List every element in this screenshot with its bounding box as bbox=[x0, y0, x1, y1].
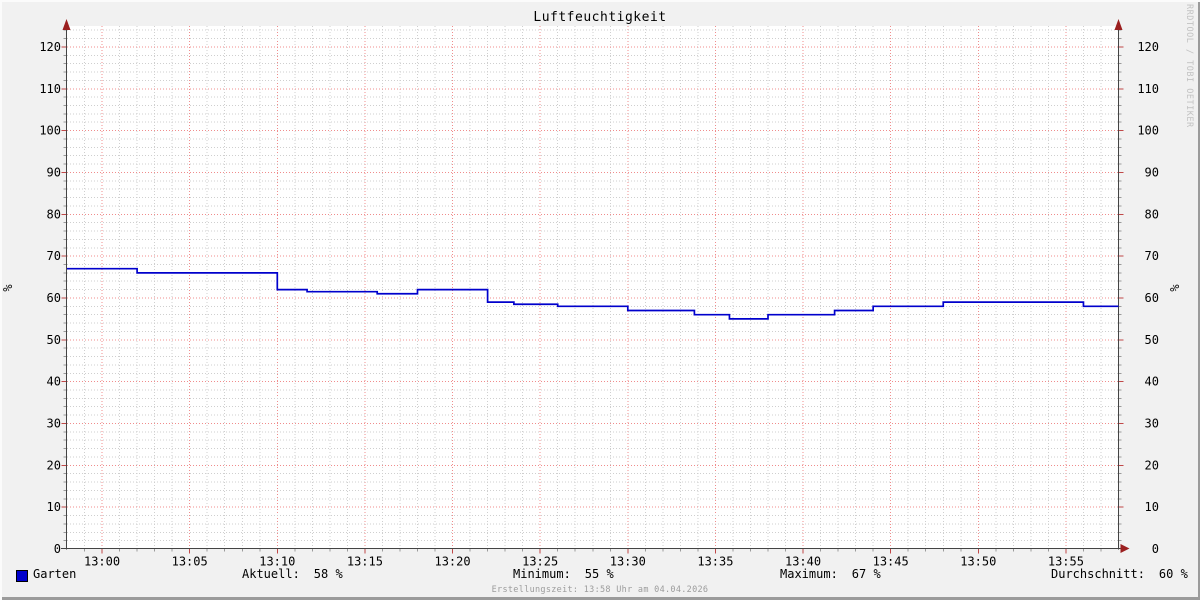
y-tick-label-left: 110 bbox=[39, 82, 61, 96]
y-axis-label-left: % bbox=[1, 284, 15, 292]
stat-durchschnitt-value: 60 % bbox=[1158, 567, 1188, 581]
series-line-garten bbox=[67, 267, 1119, 320]
y-tick-label-right: 0 bbox=[1152, 542, 1159, 556]
stat-durchschnitt-label: Durchschnitt: bbox=[1051, 567, 1145, 581]
stat-durchschnitt: Durchschnitt: 60 % bbox=[1051, 567, 1188, 581]
x-tick-label: 13:10 bbox=[259, 555, 295, 569]
y-tick-label-right: 60 bbox=[1145, 291, 1159, 305]
stat-maximum-label: Maximum: bbox=[780, 567, 838, 581]
y-tick-label-left: 10 bbox=[47, 500, 61, 514]
y-tick-label-left: 90 bbox=[47, 165, 61, 179]
x-tick-label: 13:35 bbox=[697, 555, 733, 569]
y-tick-label-right: 80 bbox=[1145, 207, 1159, 221]
stat-aktuell-value: 58 % bbox=[313, 567, 343, 581]
x-tick-label: 13:55 bbox=[1048, 555, 1084, 569]
y-tick-label-right: 30 bbox=[1145, 416, 1159, 430]
y-tick-label-left: 50 bbox=[47, 333, 61, 347]
y-tick-label-right: 70 bbox=[1145, 249, 1159, 263]
stat-aktuell-label: Aktuell: bbox=[242, 567, 300, 581]
stat-maximum: Maximum: 67 % bbox=[780, 567, 881, 581]
x-tick-label: 13:40 bbox=[785, 555, 821, 569]
y-tick-label-right: 100 bbox=[1137, 124, 1159, 138]
y-tick-label-left: 20 bbox=[47, 458, 61, 472]
x-tick-label: 13:50 bbox=[960, 555, 996, 569]
y-tick-label-right: 90 bbox=[1145, 165, 1159, 179]
y-tick-label-left: 60 bbox=[47, 291, 61, 305]
y-tick-label-left: 70 bbox=[47, 249, 61, 263]
chart-title: Luftfeuchtigkeit bbox=[533, 10, 667, 25]
stat-maximum-value: 67 % bbox=[851, 567, 881, 581]
y-tick-label-left: 100 bbox=[39, 124, 61, 138]
y-tick-label-right: 110 bbox=[1137, 82, 1159, 96]
stat-minimum-value: 55 % bbox=[584, 567, 614, 581]
y-tick-label-left: 30 bbox=[47, 416, 61, 430]
x-tick-label: 13:15 bbox=[347, 555, 383, 569]
stat-minimum: Minimum: 55 % bbox=[513, 567, 614, 581]
y-axis-arrow-left bbox=[62, 19, 71, 30]
series-color-swatch bbox=[16, 570, 28, 582]
x-tick-label: 13:00 bbox=[84, 555, 120, 569]
y-tick-label-right: 20 bbox=[1145, 458, 1159, 472]
x-tick-label: 13:30 bbox=[610, 555, 646, 569]
x-tick-label: 13:45 bbox=[873, 555, 909, 569]
y-tick-label-left: 120 bbox=[39, 40, 61, 54]
y-tick-label-right: 120 bbox=[1137, 40, 1159, 54]
y-axis-label-right: % bbox=[1168, 284, 1182, 292]
x-tick-label: 13:25 bbox=[522, 555, 558, 569]
stat-minimum-label: Minimum: bbox=[513, 567, 571, 581]
x-tick-label: 13:20 bbox=[434, 555, 470, 569]
y-tick-label-right: 40 bbox=[1145, 375, 1159, 389]
x-tick-label: 13:05 bbox=[172, 555, 208, 569]
y-tick-label-left: 80 bbox=[47, 207, 61, 221]
creation-time: Erstellungszeit: 13:58 Uhr am 04.04.2026 bbox=[491, 585, 709, 595]
series-label: Garten bbox=[33, 567, 77, 581]
x-axis-arrow bbox=[1120, 544, 1130, 553]
y-tick-label-right: 50 bbox=[1145, 333, 1159, 347]
y-tick-label-left: 0 bbox=[54, 542, 61, 556]
stat-aktuell: Aktuell: 58 % bbox=[242, 567, 343, 581]
rrdtool-watermark: RRDTOOL / TOBI OETIKER bbox=[1184, 4, 1194, 128]
y-tick-label-right: 10 bbox=[1145, 500, 1159, 514]
y-axis-arrow-right bbox=[1114, 19, 1123, 30]
y-tick-label-left: 40 bbox=[47, 375, 61, 389]
